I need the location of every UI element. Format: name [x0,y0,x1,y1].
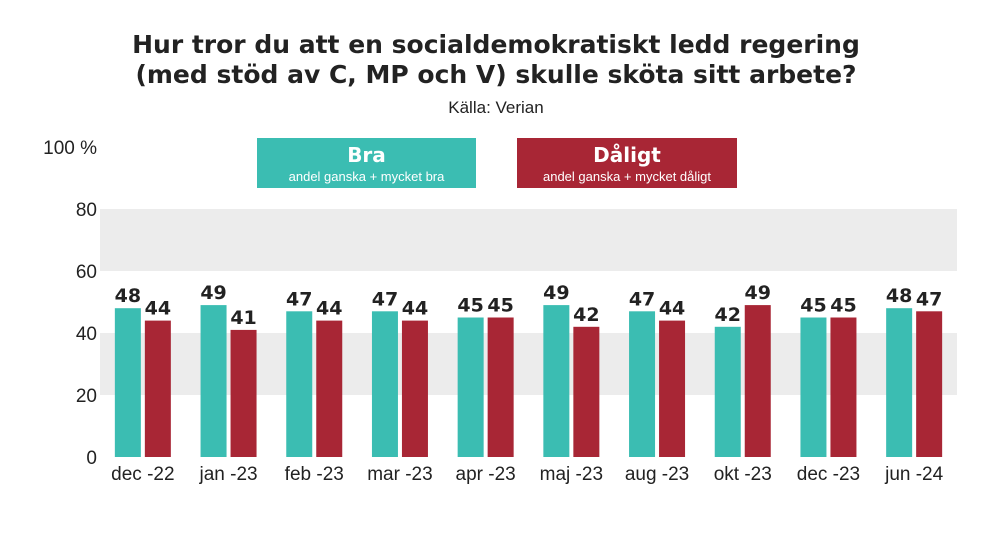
y-tick-label: 20 [76,386,97,407]
bar-daligt [659,320,686,457]
x-tick-label: apr -23 [456,464,516,485]
legend-bra-title: Bra [347,143,386,167]
data-label: 47 [629,288,655,310]
x-tick-label: jan -23 [198,464,257,485]
grid-band [100,209,957,271]
y-tick-label: 0 [86,448,97,469]
bar-daligt [316,320,343,457]
data-label: 44 [316,298,342,320]
bar-bra [629,311,656,457]
data-label: 41 [230,307,256,329]
data-label: 48 [886,285,912,307]
chart-title-line-1: Hur tror du att en socialdemokratiskt le… [132,30,860,59]
bar-daligt [487,317,514,457]
x-tick-label: maj -23 [540,464,603,485]
x-axis-ticks: dec -22 jan -23 feb -23 mar -23 apr -23 maj -… [111,464,943,485]
bar-daligt [830,317,857,457]
chart-title-line-2: (med stöd av C, MP och V) skulle sköta s… [135,60,857,89]
y-tick-label: 80 [76,200,97,221]
bar-bra [114,308,141,457]
data-label: 44 [659,298,685,320]
chart-title: Hur tror du att en socialdemokratiskt le… [0,30,992,90]
x-tick-label: feb -23 [285,464,344,485]
bar-bra [371,311,398,457]
x-tick-label: dec -22 [111,464,174,485]
legend-daligt-subtitle: andel ganska + mycket dåligt [542,169,712,184]
y-axis-ticks: 0 20 40 60 80 100 % [43,138,97,469]
data-label: 49 [745,282,771,304]
bar-daligt [916,311,943,457]
data-label: 45 [457,295,483,317]
bar-daligt [744,305,771,457]
y-tick-label: 100 % [43,138,97,159]
grid-band [100,271,957,333]
data-label: 47 [372,288,398,310]
bar-daligt [230,329,257,457]
y-tick-label: 60 [76,262,97,283]
legend-daligt: Dåligt andel ganska + mycket dåligt [517,138,737,188]
x-tick-label: aug -23 [625,464,689,485]
background-bands [100,147,957,457]
bar-bra [457,317,484,457]
data-label: 45 [487,295,513,317]
grid-band [100,333,957,395]
bar-bra [800,317,827,457]
data-label: 48 [115,285,141,307]
data-label: 42 [573,304,599,326]
x-tick-label: mar -23 [367,464,432,485]
x-tick-label: dec -23 [797,464,860,485]
y-tick-label: 40 [76,324,97,345]
grid-band [100,395,957,457]
bars [114,305,943,457]
bar-daligt [573,326,600,457]
bar-daligt [144,320,171,457]
bar-bra [543,305,570,457]
data-label: 42 [715,304,741,326]
data-label: 45 [830,295,856,317]
x-tick-label: okt -23 [714,464,772,485]
x-tick-label: jun -24 [884,464,944,485]
data-label: 47 [916,288,942,310]
bar-bra [200,305,227,457]
chart-source: Källa: Verian [448,98,544,117]
legend-bra: Bra andel ganska + mycket bra [257,138,476,188]
data-label: 49 [200,282,226,304]
bar-daligt [401,320,428,457]
legend-bra-subtitle: andel ganska + mycket bra [288,169,445,184]
data-label: 49 [543,282,569,304]
bar-bra [886,308,913,457]
data-label: 45 [800,295,826,317]
data-label: 47 [286,288,312,310]
data-label: 44 [402,298,428,320]
bar-bra [714,326,741,457]
data-label: 44 [145,298,171,320]
bar-bra [286,311,313,457]
legend-daligt-title: Dåligt [593,143,661,167]
